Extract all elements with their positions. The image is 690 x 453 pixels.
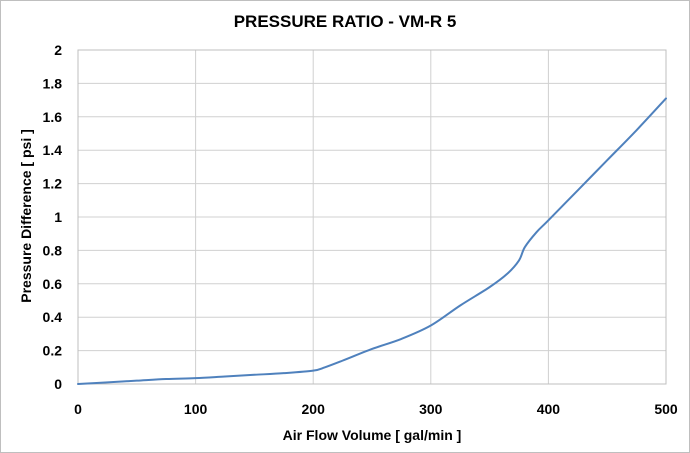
x-axis-label: Air Flow Volume [ gal/min ] [283, 427, 462, 443]
plot-area-frame [77, 49, 667, 385]
y-tick-label: 0.2 [43, 343, 63, 359]
y-tick-label: 0.4 [43, 309, 63, 325]
x-tick-label: 400 [537, 401, 561, 417]
x-axis-ticks: 0 100 200 300 400 500 [74, 401, 678, 417]
series-layer [77, 97, 667, 385]
x-tick-label: 0 [74, 401, 82, 417]
y-axis-label: Pressure Difference [ psi ] [18, 129, 34, 303]
y-tick-label: 1.6 [43, 109, 63, 125]
x-tick-label: 200 [302, 401, 326, 417]
x-tick-label: 100 [184, 401, 208, 417]
grid-lines [77, 49, 667, 385]
x-tick-label: 500 [654, 401, 678, 417]
y-tick-label: 0.8 [43, 242, 63, 258]
y-tick-label: 1 [54, 209, 62, 225]
y-axis-ticks: 0 0.2 0.4 0.6 0.8 1 1.2 1.4 1.6 1.8 2 [43, 42, 63, 392]
y-tick-label: 1.4 [43, 142, 63, 158]
y-tick-label: 0.6 [43, 276, 63, 292]
y-tick-label: 0 [54, 376, 62, 392]
y-tick-label: 1.8 [43, 75, 63, 91]
series-line [77, 97, 667, 385]
y-tick-label: 2 [54, 42, 62, 58]
y-tick-label: 1.2 [43, 176, 63, 192]
chart-title: PRESSURE RATIO - VM-R 5 [234, 12, 457, 31]
x-tick-label: 300 [419, 401, 443, 417]
